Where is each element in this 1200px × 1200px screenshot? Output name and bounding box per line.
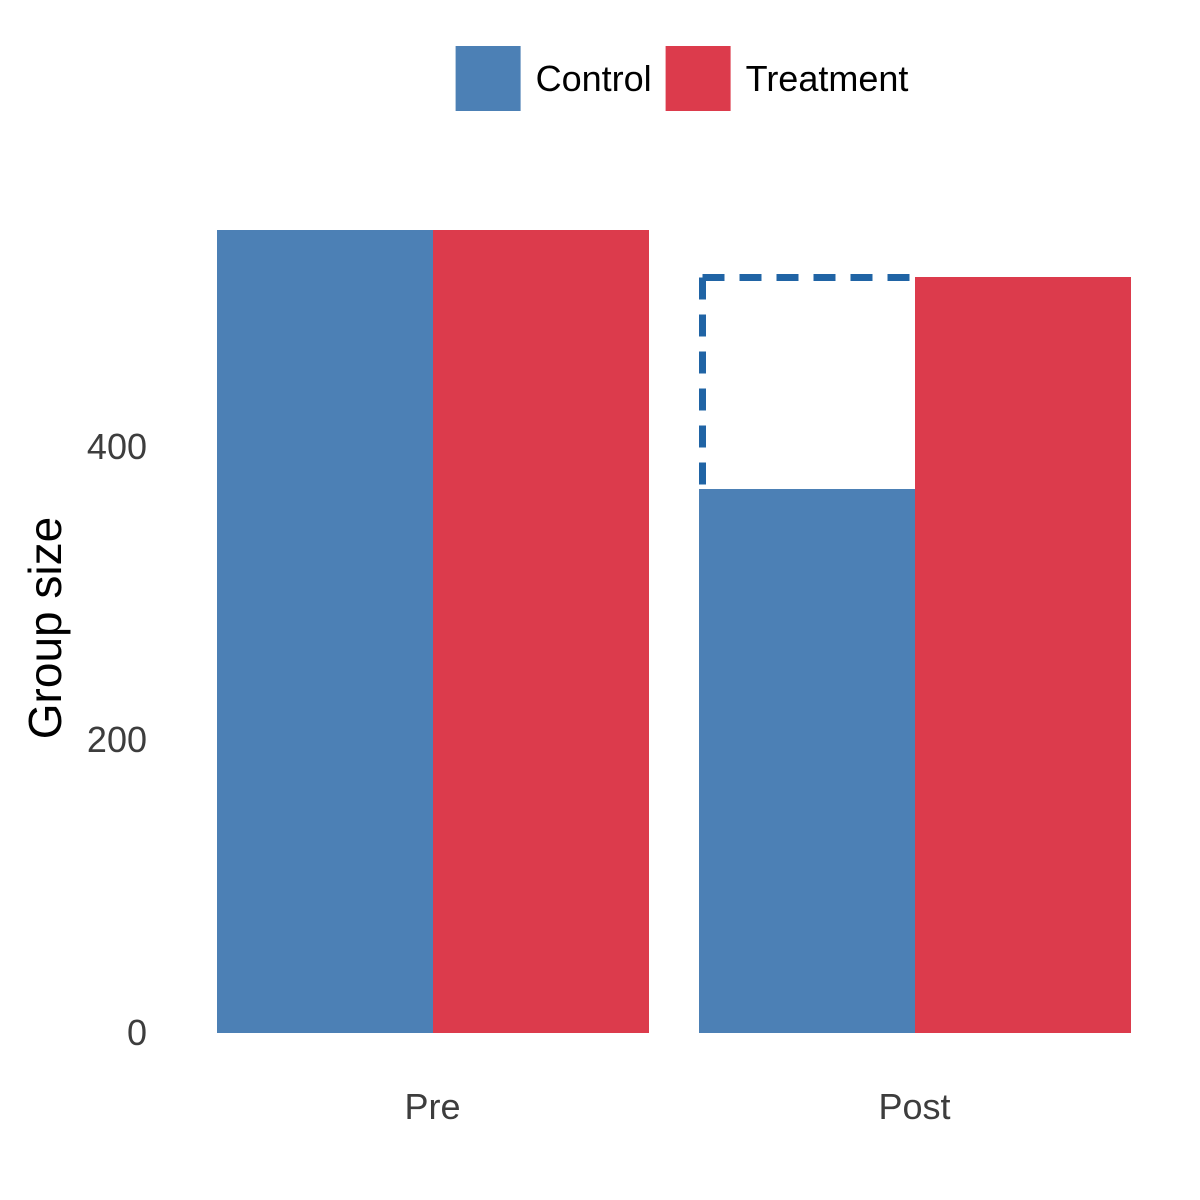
legend-label: Control — [535, 57, 652, 99]
y-tick-label-400: 400 — [86, 425, 147, 467]
bar-post-control — [698, 489, 915, 1033]
bar-post-treatment — [914, 276, 1131, 1033]
y-tick-label-0: 0 — [126, 1012, 147, 1053]
bar-pre-treatment — [432, 229, 649, 1033]
y-tick-label-200: 200 — [86, 718, 147, 760]
legend-swatch-control — [455, 46, 521, 111]
legend-swatch-treatment — [665, 46, 731, 111]
x-tick-label-pre: Pre — [404, 1086, 461, 1127]
x-tick-label-post: Post — [878, 1086, 951, 1127]
legend-item-control: Control — [455, 46, 652, 111]
legend-label: Treatment — [745, 57, 909, 99]
y-axis-title: Group size — [19, 516, 71, 740]
bar-pre-control — [216, 229, 433, 1033]
counterfactual-dashed-rect — [698, 273, 915, 490]
legend: Control Treatment — [455, 46, 909, 111]
legend-item-treatment: Treatment — [665, 46, 909, 111]
